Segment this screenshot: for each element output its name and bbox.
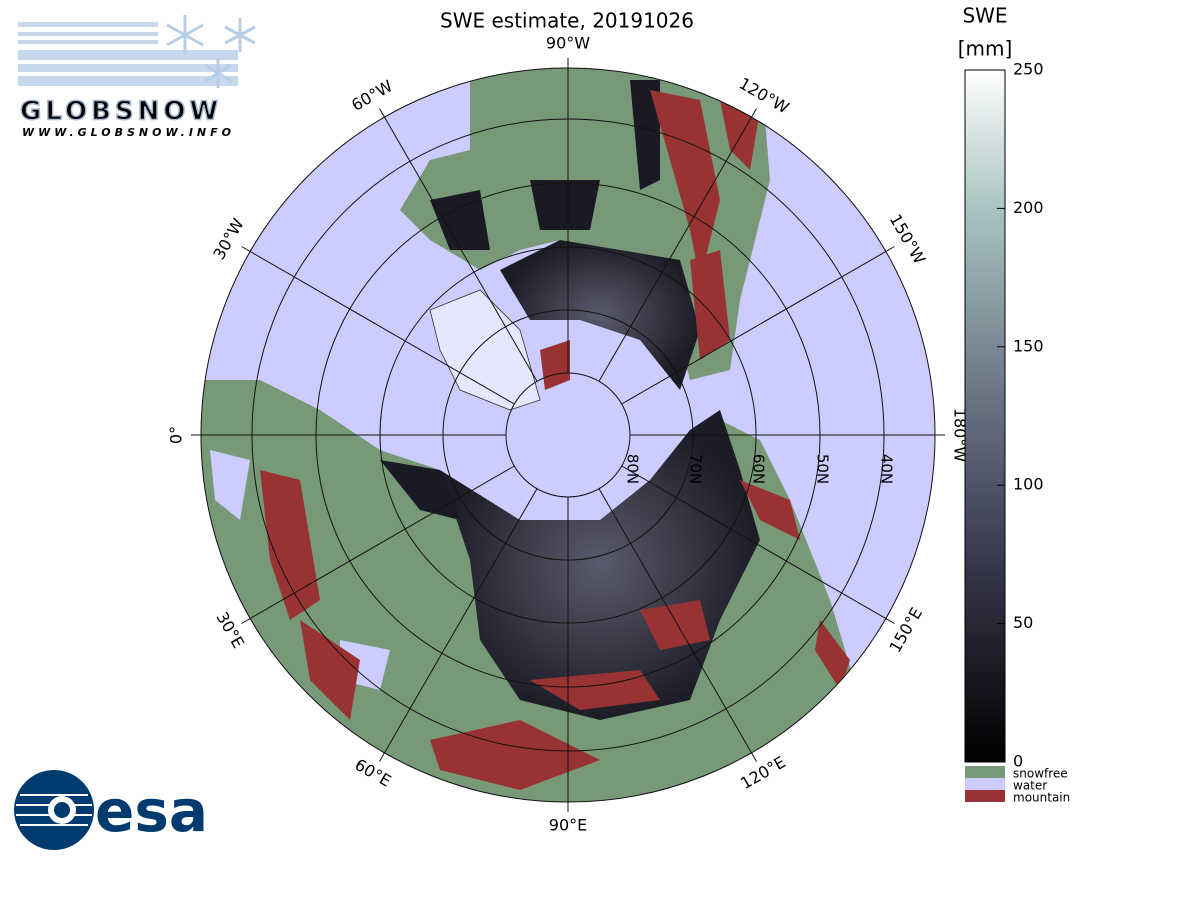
- longitude-label: 120°W: [736, 74, 793, 118]
- longitude-label: 0°: [167, 426, 186, 444]
- colorbar-tick-label: 50: [1013, 613, 1033, 632]
- globsnow-logo: GLOBSNOW WWW.GLOBSNOW.INFO: [18, 15, 256, 139]
- colorbar-tick-label: 150: [1013, 336, 1044, 355]
- colorbar-tick-label: 250: [1013, 60, 1044, 79]
- colorbar-tick-label: 0: [1013, 752, 1023, 771]
- latitude-label: 60N: [750, 454, 768, 484]
- longitude-label: 60°E: [352, 755, 395, 791]
- longitude-label: 30°W: [209, 215, 248, 263]
- longitude-label: 90°E: [549, 816, 587, 835]
- longitude-label: 120°E: [737, 752, 789, 793]
- esa-logo: esa: [14, 770, 208, 850]
- meridian: [241, 246, 515, 405]
- globsnow-name: GLOBSNOW: [20, 97, 222, 127]
- category-label: snowfree: [1013, 767, 1068, 781]
- esa-text: esa: [95, 777, 208, 845]
- colorbar-unit: [mm]: [958, 37, 1013, 61]
- swatch-water: [965, 778, 1005, 790]
- colorbar-tick-label: 100: [1013, 475, 1044, 494]
- map: [201, 68, 935, 802]
- latitude-label: 50N: [814, 454, 832, 484]
- meridian: [598, 488, 757, 762]
- category-label: water: [1013, 779, 1047, 793]
- swatch-mountain: [965, 790, 1005, 802]
- meridian: [241, 465, 515, 624]
- colorbar-tick-label: 200: [1013, 198, 1044, 217]
- longitude-label: 30°E: [212, 609, 248, 652]
- longitude-label: 150°W: [886, 211, 930, 268]
- meridian: [621, 246, 895, 405]
- chart-title: SWE estimate, 20191026: [440, 9, 694, 33]
- longitude-label: 150°E: [885, 604, 926, 656]
- colorbar-gradient: [964, 69, 1006, 763]
- category-label: mountain: [1013, 791, 1070, 805]
- latitude-label: 80N: [624, 454, 642, 484]
- colorbar-title: SWE: [962, 4, 1007, 28]
- meridian: [621, 465, 895, 624]
- swatch-snowfree: [965, 766, 1005, 778]
- meridian: [379, 488, 538, 762]
- longitude-label: 60°W: [348, 76, 396, 115]
- latitude-label: 40N: [878, 454, 896, 484]
- latitude-label: 70N: [687, 454, 705, 484]
- meridian: [598, 108, 757, 382]
- globsnow-url: WWW.GLOBSNOW.INFO: [22, 126, 235, 139]
- colorbar: SWE [mm] 0 50 100 150 200 250 snowfreewatermou…: [958, 4, 1071, 805]
- meridian: [379, 108, 538, 382]
- map-border: [200, 67, 936, 803]
- longitude-label: 90°W: [546, 34, 590, 53]
